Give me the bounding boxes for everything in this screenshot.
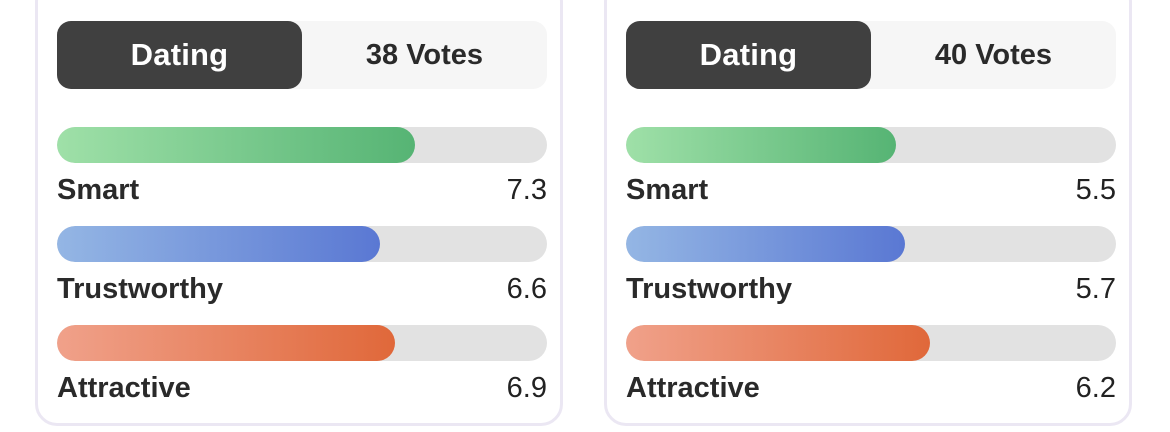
metric-value: 6.9	[506, 371, 547, 404]
votes-count: 38 Votes	[365, 38, 484, 71]
metric-label: Smart	[57, 173, 140, 206]
progress-track	[626, 325, 1116, 361]
metric-value: 6.6	[506, 272, 547, 305]
metric-value: 6.2	[1075, 371, 1116, 404]
rating-card-left: Dating 38 Votes Smart 7.3 Trustworthy 6.…	[35, 0, 563, 426]
progress-fill	[57, 226, 381, 262]
metric-value: 5.7	[1075, 272, 1116, 305]
votes-count: 40 Votes	[934, 38, 1053, 71]
progress-track	[57, 226, 547, 262]
metric-smart: Smart 7.3	[57, 127, 547, 210]
metric-label: Trustworthy	[626, 272, 792, 305]
metric-label: Smart	[626, 173, 709, 206]
tab-dating[interactable]: Dating	[57, 21, 302, 89]
progress-track	[626, 226, 1116, 262]
tab-dating[interactable]: Dating	[626, 21, 871, 89]
category-tabs: Dating 40 Votes	[626, 21, 1116, 89]
metric-value: 5.5	[1075, 173, 1116, 206]
progress-track	[626, 127, 1116, 163]
progress-fill	[626, 127, 896, 163]
metric-attractive: Attractive 6.2	[626, 325, 1116, 408]
metric-label: Trustworthy	[57, 272, 223, 305]
progress-fill	[626, 226, 906, 262]
metric-value: 7.3	[506, 173, 547, 206]
category-tabs: Dating 38 Votes	[57, 21, 547, 89]
metric-trustworthy: Trustworthy 6.6	[57, 226, 547, 309]
metric-smart: Smart 5.5	[626, 127, 1116, 210]
progress-fill	[57, 325, 396, 361]
progress-track	[57, 325, 547, 361]
metric-label: Attractive	[626, 371, 760, 404]
metric-label: Attractive	[57, 371, 191, 404]
progress-fill	[57, 127, 415, 163]
rating-card-right: Dating 40 Votes Smart 5.5 Trustworthy 5.…	[604, 0, 1132, 426]
metric-attractive: Attractive 6.9	[57, 325, 547, 408]
progress-fill	[626, 325, 930, 361]
metric-trustworthy: Trustworthy 5.7	[626, 226, 1116, 309]
progress-track	[57, 127, 547, 163]
